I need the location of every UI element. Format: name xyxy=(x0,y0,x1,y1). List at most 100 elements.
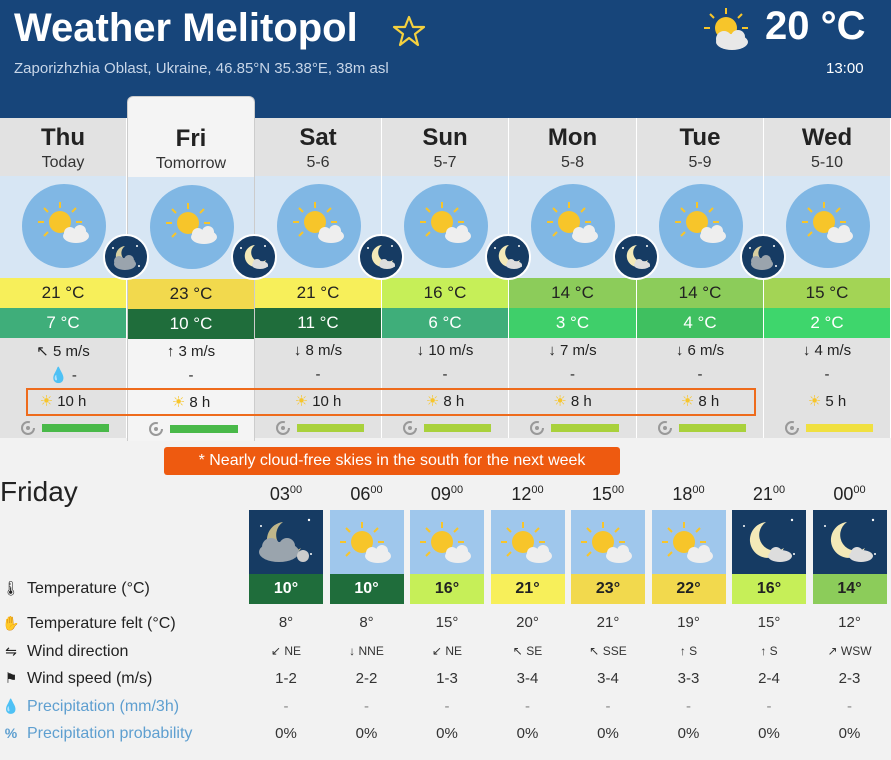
hour-label: 1500 xyxy=(571,484,645,505)
hour-value: 06 xyxy=(350,484,371,504)
hour-temperature: 21° xyxy=(490,574,565,604)
hour-wind-speed: 3-4 xyxy=(516,670,539,687)
wind-arrow-icon: ↗ xyxy=(827,644,838,658)
hour-precipitation-probability: 0% xyxy=(355,725,378,742)
hour-value: 03 xyxy=(269,484,290,504)
night-moon-icon xyxy=(231,234,277,280)
day-date: 5-10 xyxy=(810,154,844,171)
day-column-sun[interactable]: Sun 5-7 16 °C 6 °C ↓ 10 m/s - ☀ 8 h xyxy=(382,118,509,438)
hour-precipitation: - xyxy=(525,698,530,715)
sun-hours-value: 8 h xyxy=(443,393,465,410)
forecast-notice[interactable]: * Nearly cloud-free skies in the south f… xyxy=(164,447,620,475)
wind-value: 7 m/s xyxy=(559,342,597,359)
day-column-mon[interactable]: Mon 5-8 14 °C 3 °C ↓ 7 m/s - ☀ 8 h xyxy=(509,118,637,438)
star-icon[interactable] xyxy=(392,14,426,48)
night-cloudy-icon xyxy=(103,234,149,280)
precip-value: - xyxy=(71,367,77,384)
day-name[interactable]: Sun xyxy=(422,124,468,151)
refresh-icon xyxy=(529,420,545,436)
wind-arrow-icon: ↙ xyxy=(270,644,282,658)
wind-value: 4 m/s xyxy=(814,342,852,359)
day-date: 5-6 xyxy=(306,154,330,171)
hour-wind-direction: ↙ NE xyxy=(410,644,484,658)
sun-icon: ☀ xyxy=(294,393,309,410)
hour-label: 0300 xyxy=(249,484,323,505)
sun-cloud-icon xyxy=(410,510,484,574)
sun-cloud-icon xyxy=(531,184,615,268)
sun-cloud-icon xyxy=(490,510,565,574)
hour-label: 1800 xyxy=(652,484,726,505)
day-name[interactable]: Thu xyxy=(41,124,85,151)
day-sky xyxy=(128,177,254,279)
max-temperature: 16 °C xyxy=(382,278,508,308)
precipitation: - xyxy=(188,367,194,384)
hour-temperature-felt: 15° xyxy=(435,614,459,631)
hour-wind-speed: 2-4 xyxy=(758,670,780,687)
hour-precipitation-probability: 0% xyxy=(677,725,700,742)
day-name[interactable]: Sat xyxy=(299,124,337,151)
sunshine-hours: ☀ 8 h xyxy=(637,392,763,410)
wind-speed: ↖ 5 m/s xyxy=(0,342,126,360)
wind-speed: ↓ 8 m/s xyxy=(255,342,381,359)
precipitation: - xyxy=(697,366,703,383)
day-name[interactable]: Tue xyxy=(679,124,721,151)
forecast-reliability-bar xyxy=(170,425,238,433)
wind-speed: ↓ 10 m/s xyxy=(382,342,508,359)
sun-cloud-icon xyxy=(403,184,488,268)
day-name[interactable]: Wed xyxy=(801,124,853,151)
night-moon-icon xyxy=(358,234,404,280)
hour-wind-speed: 1-2 xyxy=(275,670,297,687)
refresh-icon xyxy=(657,420,673,436)
hour-precipitation: - xyxy=(444,698,450,715)
wind-arrow-icon: ↑ xyxy=(166,343,175,360)
hour-wind-direction: ↙ NE xyxy=(249,644,323,658)
wind-arrow-icon: ↖ xyxy=(36,343,49,360)
wind-arrow-icon: ↓ xyxy=(416,342,425,359)
current-time: 13:00 xyxy=(826,60,864,77)
day-name[interactable]: Mon xyxy=(547,124,598,151)
max-temperature: 21 °C xyxy=(0,278,126,308)
hour-temperature-felt: 8° xyxy=(359,614,374,631)
hour-precipitation: - xyxy=(686,698,691,715)
hour-precipitation-probability: 0% xyxy=(436,725,458,742)
hour-temperature-felt: 21° xyxy=(596,614,620,631)
hour-wind-speed: 2-3 xyxy=(838,670,861,687)
wind-direction-value: S xyxy=(769,644,778,658)
day-name[interactable]: Fri xyxy=(175,125,207,152)
min-temperature: 11 °C xyxy=(255,308,381,338)
max-temperature: 15 °C xyxy=(764,278,890,308)
wind-direction-value: NE xyxy=(445,644,463,658)
min-temperature: 4 °C xyxy=(637,308,763,338)
hour-temperature: 10° xyxy=(249,574,323,604)
sunshine-hours: ☀ 10 h xyxy=(0,392,126,410)
wind-sock-icon: ⇋ xyxy=(5,643,17,659)
sun-cloud-icon xyxy=(150,185,234,269)
wind-arrow-icon: ↓ xyxy=(802,342,811,359)
refresh-icon xyxy=(402,420,418,436)
sunshine-hours: ☀ 8 h xyxy=(128,393,254,411)
sun-hours-value: 5 h xyxy=(825,393,847,410)
hour-value: 12 xyxy=(511,484,532,504)
forecast-reliability-bar xyxy=(551,424,619,432)
sun-cloud-icon xyxy=(658,184,743,268)
sun-icon: ☀ xyxy=(807,393,822,410)
wind-arrow-icon: ↑ xyxy=(760,644,767,658)
hour-precipitation-probability: 0% xyxy=(758,725,780,742)
day-column-tue[interactable]: Tue 5-9 14 °C 4 °C ↓ 6 m/s - ☀ 8 h xyxy=(637,118,764,438)
hour-temperature: 10° xyxy=(329,574,404,604)
max-temperature: 14 °C xyxy=(637,278,763,308)
forecast-reliability-bar xyxy=(806,424,873,432)
wind-speed: ↓ 4 m/s xyxy=(764,342,890,359)
sun-icon: ☀ xyxy=(171,394,186,411)
wind-arrow-icon: ↑ xyxy=(679,644,686,658)
hour-wind-speed: 2-2 xyxy=(355,670,378,687)
day-column-sat[interactable]: Sat 5-6 21 °C 11 °C ↓ 8 m/s - ☀ 10 h xyxy=(255,118,382,438)
day-date: Today xyxy=(41,154,85,171)
hour-temperature-felt: 8° xyxy=(278,614,294,631)
day-column-thu[interactable]: Thu Today 21 °C 7 °C ↖ 5 m/s 💧 - ☀ 10 h xyxy=(0,118,127,438)
hour-wind-direction: ↖ SSE xyxy=(571,644,645,658)
wind-arrow-icon: ↓ xyxy=(349,644,356,658)
precipitation: 💧 - xyxy=(0,366,126,384)
min-temperature: 6 °C xyxy=(382,308,508,338)
hour-wind-direction: ↑ S xyxy=(652,644,726,658)
